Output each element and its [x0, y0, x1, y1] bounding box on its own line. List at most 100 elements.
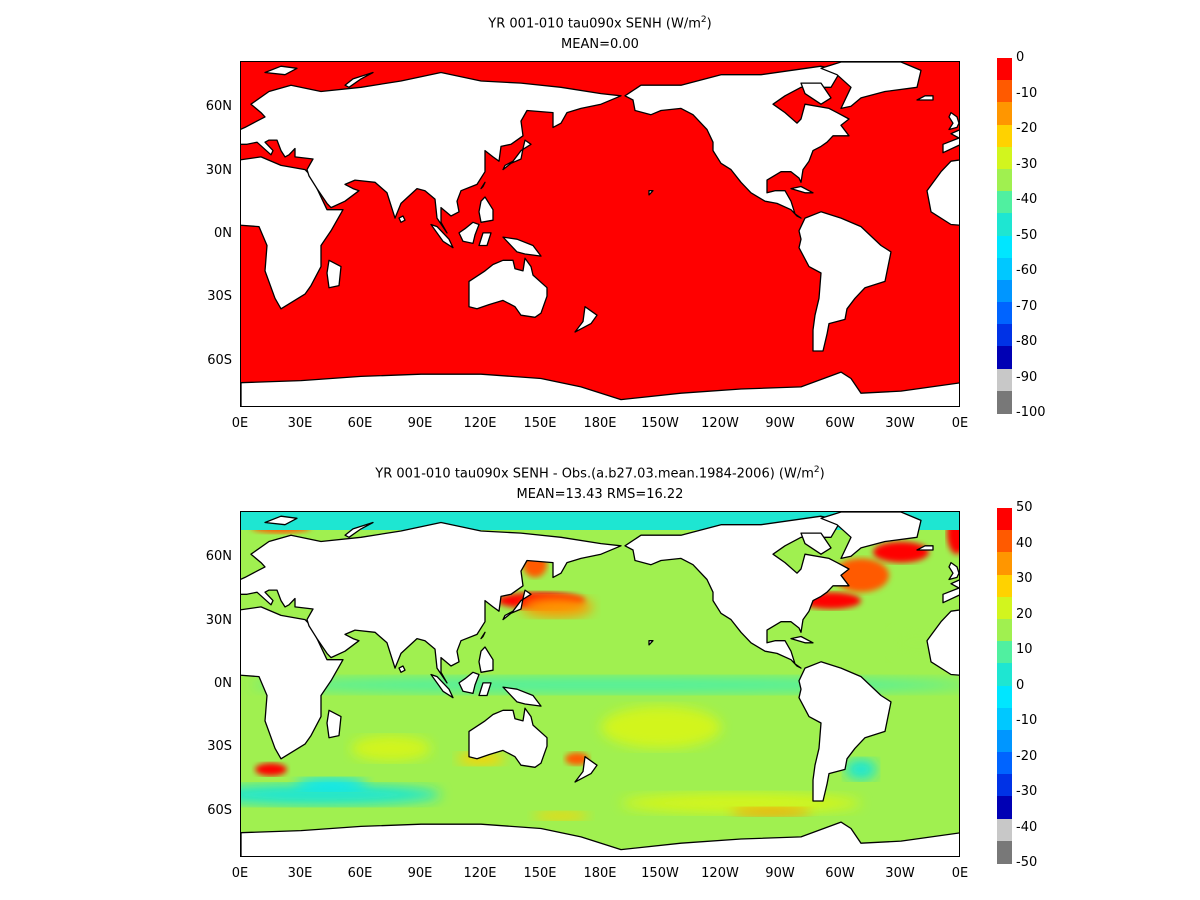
- longitude-label: 120E: [463, 866, 497, 881]
- colorbar-swatch: [997, 596, 1012, 620]
- bottom-land-masses: [241, 512, 959, 856]
- landmass-australia: [468, 257, 548, 318]
- landmass-japan: [502, 139, 532, 171]
- colorbar-tick-label: 30: [1016, 571, 1033, 586]
- landmass-cuba: [790, 185, 814, 194]
- colorbar-tick-label: -20: [1016, 748, 1038, 764]
- top-title-close: ): [706, 16, 712, 32]
- colorbar-swatch: [997, 663, 1012, 686]
- longitude-label: 0E: [231, 866, 249, 881]
- longitude-label: 30W: [885, 416, 915, 431]
- colorbar-swatch: [997, 618, 1012, 642]
- colorbar-tick-label: 0: [1016, 677, 1025, 693]
- landmass-srilanka: [398, 665, 406, 673]
- landmass-baffin: [800, 532, 832, 555]
- landmass-cuba: [790, 635, 814, 644]
- colorbar-swatch: [997, 774, 1012, 797]
- colorbar-swatch: [997, 213, 1012, 236]
- latitude-label: 30S: [207, 289, 232, 305]
- anomaly-irminger-hotspot: [873, 541, 929, 563]
- anomaly-tasman-hotspot: [565, 752, 589, 766]
- colorbar-swatch: [997, 840, 1012, 864]
- anomaly-ross-orange: [533, 811, 589, 820]
- landmass-madagascar: [326, 709, 342, 739]
- bottom-map-subtitle: MEAN=13.43 RMS=16.22: [516, 487, 684, 502]
- landmass-northamerica: [624, 515, 850, 669]
- landmass-uk: [948, 111, 959, 131]
- bottom-title-superscript: 2: [813, 465, 820, 475]
- landmass-africa: [241, 156, 344, 310]
- longitude-label: 120E: [463, 416, 497, 431]
- anomaly-south-pacific-warm: [601, 706, 721, 749]
- longitude-label: 90W: [765, 416, 795, 431]
- longitude-label: 60W: [825, 866, 855, 881]
- longitude-label: 30E: [287, 416, 313, 431]
- colorbar-tick-label: -30: [1016, 156, 1038, 172]
- top-map-svg: [241, 62, 959, 406]
- longitude-label: 150W: [641, 866, 679, 881]
- longitude-label: 90E: [407, 416, 433, 431]
- landmass-borneo: [458, 671, 480, 695]
- latitude-label: 30N: [205, 612, 232, 628]
- longitude-label: 30E: [287, 866, 313, 881]
- colorbar-swatch: [997, 146, 1012, 170]
- colorbar-swatch: [997, 796, 1012, 820]
- landmass-iceland: [916, 95, 934, 101]
- anomaly-southern-warm-band: [621, 792, 861, 814]
- colorbar-tick-label: -90: [1016, 369, 1038, 385]
- longitude-label: 60E: [347, 416, 373, 431]
- colorbar-tick-label: 40: [1016, 535, 1033, 551]
- bottom-map-area: [240, 511, 960, 857]
- landmass-nz: [574, 306, 598, 333]
- latitude-label: 60S: [207, 352, 232, 368]
- landmass-northamerica: [624, 65, 850, 219]
- longitude-label: 60E: [347, 866, 373, 881]
- colorbar-tick-label: -70: [1016, 298, 1038, 314]
- top-map-area: [240, 61, 960, 407]
- landmass-novaya: [344, 71, 374, 88]
- landmass-eurasia-wrap: [942, 579, 959, 604]
- latitude-label: 60S: [207, 802, 232, 818]
- colorbar-tick-label: -80: [1016, 334, 1038, 349]
- landmass-antarctica: [241, 371, 959, 406]
- colorbar-swatch: [997, 530, 1012, 553]
- colorbar-tick-label: 0: [1016, 50, 1025, 65]
- anomaly-indian-warm: [351, 735, 431, 761]
- colorbar-tick-label: -100: [1016, 405, 1046, 420]
- colorbar-tick-label: -40: [1016, 192, 1038, 207]
- latitude-label: 0N: [214, 226, 232, 241]
- bottom-map-panel: YR 001-010 tau090x SENH - Obs.(a.b27.03.…: [0, 450, 1200, 900]
- landmass-newguinea: [502, 236, 542, 257]
- longitude-label: 60W: [825, 416, 855, 431]
- bottom-title-text: YR 001-010 tau090x SENH - Obs.(a.b27.03.…: [375, 466, 814, 482]
- top-map-title: YR 001-010 tau090x SENH (W/m2): [0, 12, 1200, 32]
- anomaly-southern-cool-band: [241, 784, 441, 806]
- landmass-philippines: [478, 646, 494, 673]
- colorbar-swatch: [997, 257, 1012, 281]
- landmass-celebes: [478, 232, 492, 247]
- landmass-greenland: [820, 512, 922, 560]
- landmass-svalbard: [264, 515, 298, 526]
- colorbar-tick-label: 50: [1016, 500, 1033, 515]
- colorbar-swatch: [997, 168, 1012, 192]
- colorbar-swatch: [997, 508, 1012, 531]
- colorbar-swatch: [997, 729, 1012, 753]
- landmass-eurasia: [241, 521, 622, 684]
- bottom-map-title: YR 001-010 tau090x SENH - Obs.(a.b27.03.…: [0, 462, 1200, 482]
- longitude-label: 90E: [407, 866, 433, 881]
- longitude-label: 0E: [951, 866, 969, 881]
- colorbar-swatch: [997, 707, 1012, 731]
- colorbar-tick-label: 20: [1016, 606, 1033, 622]
- top-map-subtitle: MEAN=0.00: [561, 37, 639, 52]
- colorbar-swatch: [997, 752, 1012, 775]
- landmass-africa-wrap: [926, 159, 959, 226]
- colorbar-swatch: [997, 58, 1012, 81]
- colorbar-swatch: [997, 641, 1012, 664]
- colorbar-tick-label: -40: [1016, 819, 1038, 835]
- landmass-borneo: [458, 221, 480, 245]
- colorbar-swatch: [997, 102, 1012, 126]
- landmass-srilanka: [398, 215, 406, 223]
- landmass-eurasia-wrap: [942, 129, 959, 154]
- colorbar-swatch: [997, 818, 1012, 842]
- colorbar-swatch: [997, 685, 1012, 709]
